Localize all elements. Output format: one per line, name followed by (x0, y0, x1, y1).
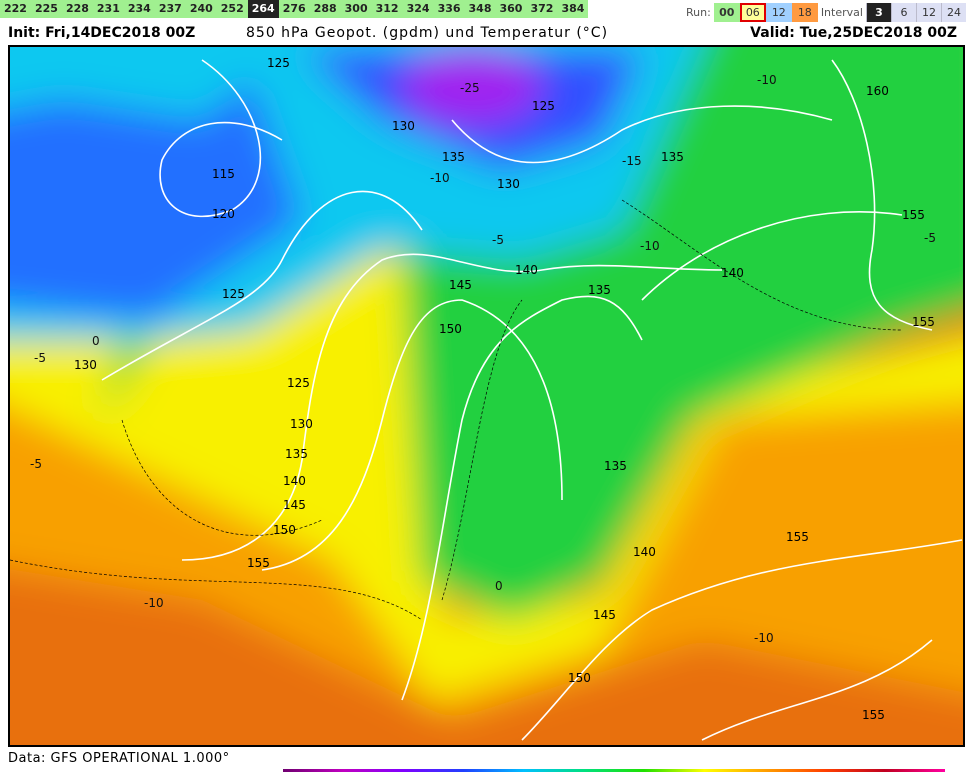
forecast-step-372[interactable]: 372 (530, 2, 554, 15)
forecast-step-234[interactable]: 234 (127, 2, 151, 15)
forecast-step-237[interactable]: 237 (158, 2, 182, 15)
contour-label: 155 (912, 315, 935, 329)
forecast-step-bar: 222 225 228 231 234 237 240 252 264 276 288 300 312 3… (0, 0, 589, 18)
isotherm-label: -5 (924, 231, 936, 245)
contour-label: 140 (633, 545, 656, 559)
forecast-step-288[interactable]: 288 (313, 2, 337, 15)
forecast-step-336[interactable]: 336 (437, 2, 461, 15)
contour-label: 135 (442, 150, 465, 164)
contour-label: 150 (273, 523, 296, 537)
contour-label: 115 (212, 167, 235, 181)
contour-label: 145 (593, 608, 616, 622)
init-time: Init: Fri,14DEC2018 00Z (8, 25, 196, 41)
contour-label: 140 (515, 263, 538, 277)
contour-label: 155 (902, 208, 925, 222)
geopotential-labels: 125 125 130 135 130 135 160 115 120 125 … (74, 56, 935, 722)
run-label: Run: (686, 6, 711, 19)
forecast-step-240[interactable]: 240 (189, 2, 213, 15)
forecast-step-252[interactable]: 252 (220, 2, 244, 15)
isotherm-label: -5 (30, 457, 42, 471)
forecast-step-231[interactable]: 231 (96, 2, 120, 15)
isotherm-label: -10 (757, 73, 777, 87)
temperature-contours (10, 199, 903, 621)
run-18-button[interactable]: 18 (791, 3, 818, 22)
contour-label: 150 (568, 671, 591, 685)
run-selector: Run: 00 06 12 18 Interval 3 6 12 24 (683, 3, 966, 22)
contour-label: 160 (866, 84, 889, 98)
contour-label: 135 (285, 447, 308, 461)
contour-label: 130 (497, 177, 520, 191)
contour-label: 155 (786, 530, 809, 544)
contour-label: 130 (290, 417, 313, 431)
contour-label: 125 (222, 287, 245, 301)
isotherm-label: -25 (460, 81, 480, 95)
map-title: 850 hPa Geopot. (gpdm) und Temperatur (°… (246, 25, 609, 41)
forecast-step-360[interactable]: 360 (499, 2, 523, 15)
contour-label: 145 (283, 498, 306, 512)
contour-label: 150 (439, 322, 462, 336)
isotherm-label: -5 (34, 351, 46, 365)
contour-label: 130 (74, 358, 97, 372)
forecast-step-225[interactable]: 225 (34, 2, 58, 15)
contour-label: 125 (287, 376, 310, 390)
isotherm-label: -15 (622, 154, 642, 168)
forecast-step-348[interactable]: 348 (468, 2, 492, 15)
field-yellow (10, 250, 963, 700)
contour-label: 145 (449, 278, 472, 292)
isotherm-label: -10 (430, 171, 450, 185)
contour-label: 155 (862, 708, 885, 722)
contour-label: 140 (283, 474, 306, 488)
contour-label: 155 (247, 556, 270, 570)
isotherm-label: -10 (640, 239, 660, 253)
temperature-labels: -10 -15 -25 -10 -5 -10 -5 -5 -5 -10 -10 … (30, 73, 936, 645)
map-header: Init: Fri,14DEC2018 00Z 850 hPa Geopot. … (8, 25, 965, 45)
forecast-step-264[interactable]: 264 (247, 0, 279, 18)
contour-label: 140 (721, 266, 744, 280)
isotherm-label: 0 (92, 334, 100, 348)
isotherm-label: 0 (495, 579, 503, 593)
interval-3-button[interactable]: 3 (865, 3, 891, 22)
isotherm-label: -10 (754, 631, 774, 645)
weather-map[interactable]: 125 125 130 135 130 135 160 115 120 125 … (8, 45, 965, 747)
forecast-step-312[interactable]: 312 (375, 2, 399, 15)
interval-12-button[interactable]: 12 (915, 3, 941, 22)
forecast-step-276[interactable]: 276 (282, 2, 306, 15)
interval-label: Interval (820, 6, 863, 19)
data-source: Data: GFS OPERATIONAL 1.000° (8, 751, 230, 766)
run-00-button[interactable]: 00 (713, 3, 740, 22)
interval-24-button[interactable]: 24 (940, 3, 966, 22)
contour-label: 135 (588, 283, 611, 297)
contour-label: 135 (661, 150, 684, 164)
contour-label: 120 (212, 207, 235, 221)
contour-label: 125 (532, 99, 555, 113)
contour-label: 135 (604, 459, 627, 473)
geopotential-contours (101, 59, 963, 741)
forecast-step-300[interactable]: 300 (344, 2, 368, 15)
color-scale (283, 769, 945, 772)
field-purple (402, 47, 542, 125)
isotherm-label: -10 (144, 596, 164, 610)
field-blue (10, 80, 302, 320)
contour-label: 125 (267, 56, 290, 70)
map-canvas: 125 125 130 135 130 135 160 115 120 125 … (10, 47, 963, 745)
run-12-button[interactable]: 12 (765, 3, 792, 22)
forecast-step-324[interactable]: 324 (406, 2, 430, 15)
forecast-step-228[interactable]: 228 (65, 2, 89, 15)
forecast-step-222[interactable]: 222 (4, 2, 27, 15)
valid-time: Valid: Tue,25DEC2018 00Z (750, 25, 957, 41)
interval-6-button[interactable]: 6 (890, 3, 916, 22)
contour-label: 130 (392, 119, 415, 133)
run-06-button[interactable]: 06 (739, 3, 766, 22)
isotherm-label: -5 (492, 233, 504, 247)
forecast-step-384[interactable]: 384 (561, 2, 585, 15)
